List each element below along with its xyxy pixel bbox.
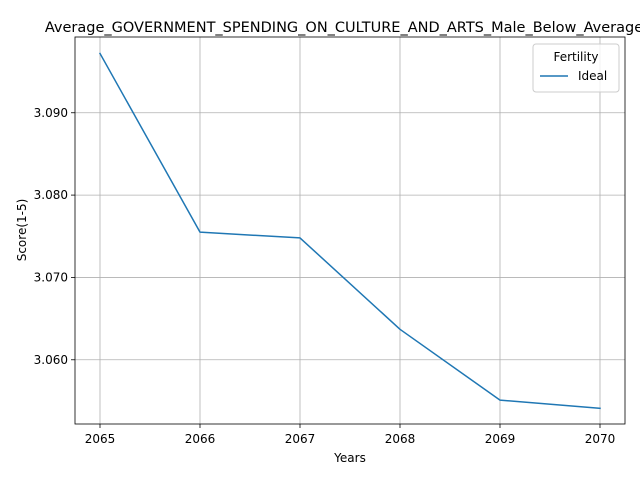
- plot-frame: [74, 36, 626, 425]
- x-tick-label: 2068: [385, 432, 416, 446]
- legend-title: Fertility: [553, 50, 598, 64]
- y-tick-label: 3.080: [34, 188, 68, 202]
- x-tick-label: 2066: [185, 432, 216, 446]
- legend-label-ideal: Ideal: [578, 69, 607, 83]
- y-tick-label: 3.060: [34, 353, 68, 367]
- x-tick-label: 2069: [485, 432, 516, 446]
- series-line-ideal: [98, 52, 601, 410]
- y-tick-label: 3.090: [34, 106, 68, 120]
- series-lines: [98, 52, 601, 410]
- grid-lines: [75, 37, 625, 424]
- legend: Fertility Ideal: [532, 43, 620, 93]
- legend-frame: [532, 43, 620, 93]
- y-axis-label: Score(1-5): [15, 199, 29, 262]
- y-tick-label: 3.070: [34, 270, 68, 284]
- x-tick-label: 2067: [285, 432, 316, 446]
- chart-title: Average_GOVERNMENT_SPENDING_ON_CULTURE_A…: [45, 20, 640, 36]
- x-axis-label: Years: [333, 451, 366, 465]
- x-tick-label: 2065: [85, 432, 116, 446]
- axis-ticks: 2065 2066 2067 2068 2069 2070 3.060 3.070 3.080 3…: [34, 106, 616, 446]
- x-tick-label: 2070: [585, 432, 616, 446]
